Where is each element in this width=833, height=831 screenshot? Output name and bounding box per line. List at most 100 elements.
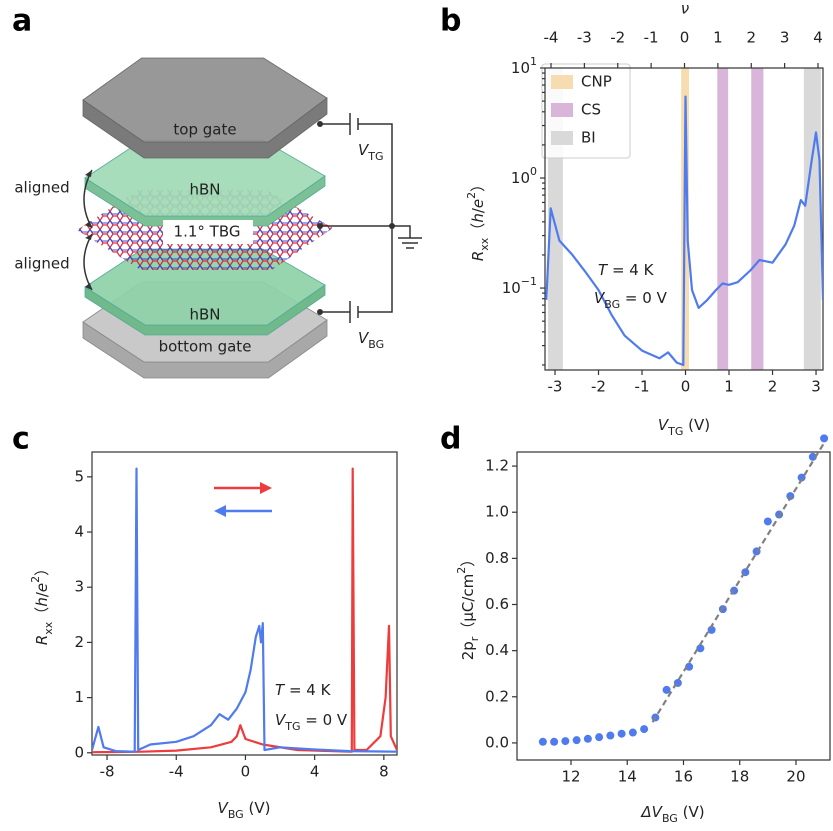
text-part: ΔV	[640, 803, 663, 821]
x-tick-label: -1	[635, 378, 650, 396]
y-tick-label: 0.6	[485, 595, 509, 613]
text-part: (V)	[244, 799, 271, 817]
aligned-label: aligned	[14, 255, 69, 273]
x-tick-label: 20	[786, 768, 805, 786]
y-axis-label: Rxx（h/e2）	[465, 177, 491, 261]
aligned-label: aligned	[14, 179, 69, 197]
annotation: VTG = 0 V	[275, 711, 348, 733]
x-tick-label: 4	[310, 763, 320, 781]
band	[751, 68, 764, 370]
x-tick-label: 18	[730, 768, 749, 786]
data-point	[820, 434, 829, 443]
text-part: e	[33, 583, 51, 592]
text-part: /	[469, 207, 487, 213]
tick-exponent: 1	[530, 55, 537, 68]
text-part: = 4 K	[284, 681, 331, 699]
text-part: 2	[455, 567, 468, 574]
text-part: h	[469, 213, 487, 223]
y-tick-label: 2	[74, 633, 84, 651]
text-part: ）	[469, 177, 487, 192]
fit-line	[651, 442, 826, 723]
y-tick-label: 101	[511, 55, 537, 77]
y-tick-label: 3	[74, 578, 84, 596]
x2-tick-label: 1	[713, 29, 723, 47]
text-part: V	[358, 141, 370, 159]
x2-tick-label: 4	[813, 29, 823, 47]
data-point	[572, 736, 581, 745]
x2-tick-label: -1	[644, 29, 659, 47]
text-part: (V)	[678, 803, 705, 821]
x-tick-label: 0	[241, 763, 251, 781]
data-point	[538, 737, 547, 746]
y-tick-label: 0.4	[485, 641, 509, 659]
axes-frame	[91, 451, 398, 756]
y-tick-label: 0	[74, 743, 84, 761]
text-part: TG	[667, 425, 683, 438]
panel-letter: c	[12, 422, 30, 457]
y-tick-label: 4	[74, 523, 84, 541]
panel-letter: a	[12, 4, 32, 39]
panel-letter: d	[440, 422, 461, 457]
node	[317, 121, 323, 127]
text-part: T	[598, 261, 609, 279]
legend-label: CS	[581, 101, 601, 119]
band	[803, 68, 821, 370]
x2-tick-label: -3	[577, 29, 592, 47]
text-part: BG	[604, 298, 620, 311]
text-part: = 0 V	[301, 711, 348, 729]
band	[717, 68, 729, 370]
text-part: TG	[367, 150, 383, 163]
voltage-label: VTG	[358, 141, 384, 163]
data-point	[763, 517, 772, 526]
text-part: ）	[33, 561, 51, 576]
y-tick-label: 10−1	[502, 275, 537, 297]
y-tick-label: 1.0	[485, 503, 509, 521]
text-part: BG	[228, 808, 244, 821]
annotation: T = 4 K	[275, 681, 332, 699]
data-point	[617, 729, 626, 738]
text-part: /	[33, 591, 51, 597]
layer-label: bottom gate	[159, 338, 252, 356]
text-part: V	[658, 416, 670, 434]
text-part: R	[33, 635, 51, 645]
text-part: = 4 K	[607, 261, 654, 279]
data-point	[797, 473, 806, 482]
y-tick-label: 1.2	[485, 457, 509, 475]
text-part: = 0 V	[620, 289, 667, 307]
text-part: 2	[465, 192, 478, 199]
text-part: h	[33, 597, 51, 607]
y-tick-label: 1	[74, 688, 84, 706]
tick-base: 10	[511, 59, 530, 77]
data-point	[583, 734, 592, 743]
x-tick-label: 12	[561, 768, 580, 786]
y-tick-label: 0.8	[485, 549, 509, 567]
data-point	[685, 662, 694, 671]
data-point	[640, 725, 649, 734]
x2-axis-label: ν	[681, 0, 689, 18]
y-tick-label: 0.0	[485, 733, 509, 751]
tick-base: 10	[511, 169, 530, 187]
text-part: 2	[29, 576, 42, 583]
node	[317, 223, 323, 229]
x-axis-label: VTG (V)	[658, 416, 710, 438]
data-point	[606, 731, 615, 740]
text-part: TG	[284, 720, 300, 733]
x-axis-label: ΔVBG (V)	[640, 803, 704, 825]
x-tick-label: 3	[811, 378, 821, 396]
text-part: BG	[368, 338, 384, 351]
device-diagram: top gate hBN 1.1° TBG hBN bottom gate aligned…	[14, 57, 422, 379]
text-part: V	[275, 711, 287, 729]
text-part: T	[275, 681, 286, 699]
text-part: （	[33, 607, 51, 622]
panel-letter: b	[440, 4, 461, 39]
tick-exponent: 0	[530, 165, 537, 178]
node	[317, 309, 323, 315]
text-part: BG	[662, 812, 678, 825]
data-point	[561, 737, 570, 746]
text-part: 2p	[459, 641, 477, 660]
x-tick-label: -4	[169, 763, 184, 781]
x-tick-label: -8	[100, 763, 115, 781]
x-tick-label: 0	[681, 378, 691, 396]
x-tick-label: 14	[618, 768, 637, 786]
